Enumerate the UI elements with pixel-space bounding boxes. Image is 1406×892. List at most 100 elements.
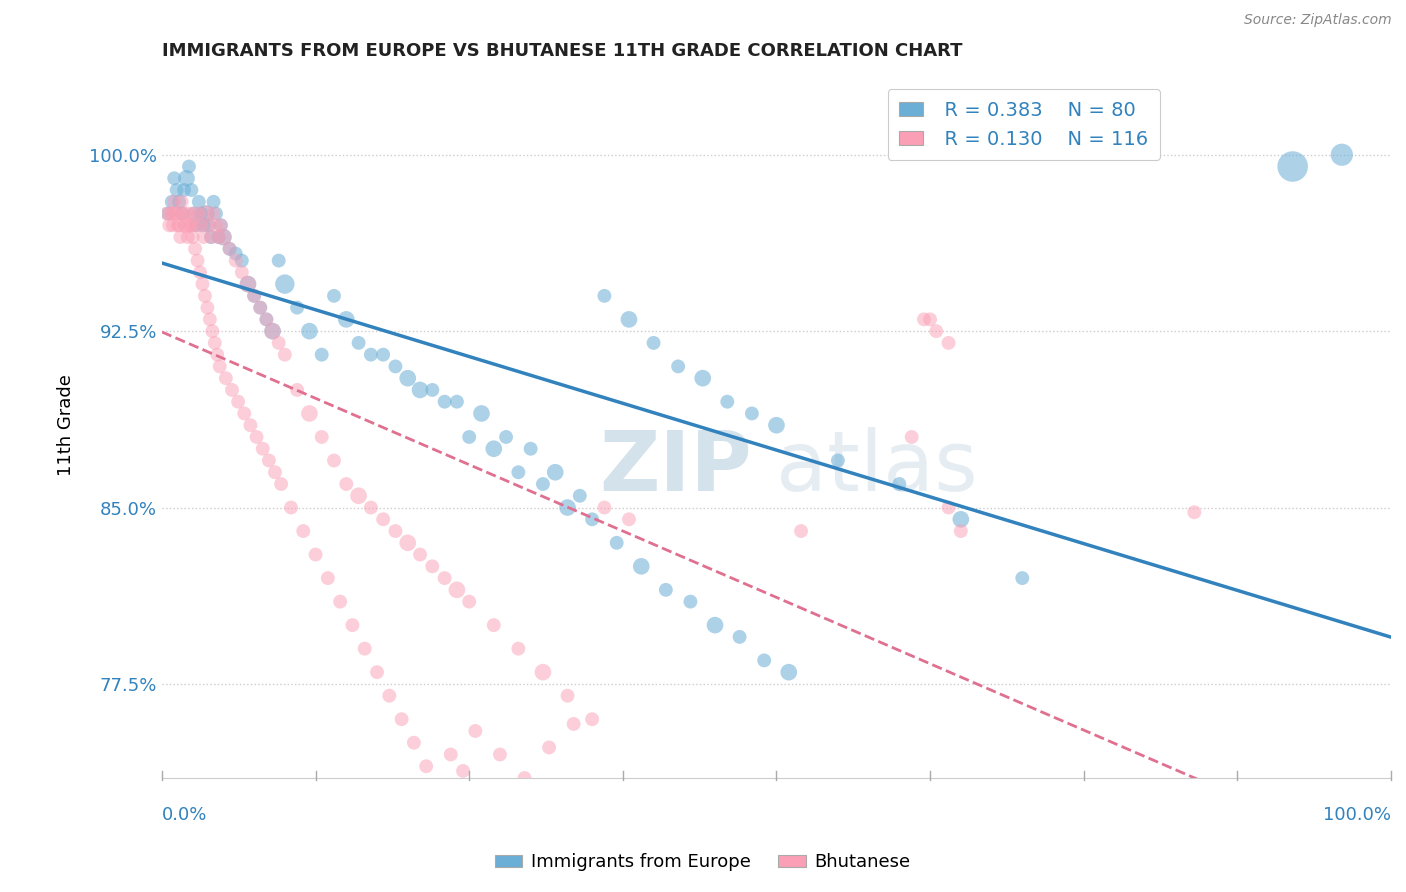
Point [519,442,541,456]
Point [292,524,315,538]
Point [181,230,204,244]
Point [225,253,247,268]
Point [513,771,536,785]
Point [202,206,225,220]
Point [360,348,382,362]
Point [209,219,232,233]
Point [568,489,591,503]
Point [581,512,603,526]
Point [495,430,517,444]
Point [274,277,297,291]
Point [360,500,382,515]
Point [938,335,960,350]
Point [170,194,193,209]
Point [630,559,652,574]
Point [233,407,256,421]
Point [451,764,474,778]
Point [221,383,243,397]
Point [538,740,561,755]
Point [617,512,640,526]
Point [925,324,948,338]
Point [165,206,187,220]
Text: ZIP: ZIP [599,427,752,508]
Point [409,548,432,562]
Point [183,206,205,220]
Point [160,206,183,220]
Point [557,689,579,703]
Point [191,277,214,291]
Point [335,312,357,326]
Point [415,759,437,773]
Point [177,160,200,174]
Point [593,500,616,515]
Point [212,230,235,244]
Point [249,301,271,315]
Point [366,665,388,680]
Point [347,489,370,503]
Point [166,206,188,220]
Point [254,312,277,326]
Point [298,407,321,421]
Point [163,194,186,209]
Point [384,359,406,374]
Point [187,206,209,220]
Point [544,465,567,479]
Point [704,618,727,632]
Point [167,219,190,233]
Point [264,465,287,479]
Point [200,230,222,244]
Point [209,219,232,233]
Point [679,594,702,608]
Point [270,477,292,491]
Point [311,348,333,362]
Point [728,630,751,644]
Point [243,289,266,303]
Point [440,747,463,762]
Point [391,712,413,726]
Point [215,371,238,385]
Point [195,206,218,220]
Point [912,312,935,326]
Legend: Immigrants from Europe, Bhutanese: Immigrants from Europe, Bhutanese [488,847,918,879]
Point [236,277,259,291]
Point [889,477,911,491]
Point [433,571,456,585]
Point [298,324,321,338]
Point [267,253,290,268]
Point [226,394,249,409]
Point [190,206,212,220]
Point [1330,147,1353,161]
Point [157,206,180,220]
Point [262,324,284,338]
Point [245,430,267,444]
Point [316,571,339,585]
Point [218,242,240,256]
Point [489,747,512,762]
Point [557,500,579,515]
Point [323,289,346,303]
Point [692,371,714,385]
Point [482,618,505,632]
Point [464,723,486,738]
Point [900,430,922,444]
Point [329,594,352,608]
Point [193,230,215,244]
Point [188,265,211,279]
Point [420,559,443,574]
Point [184,242,207,256]
Point [396,536,419,550]
Text: 0.0%: 0.0% [162,806,207,824]
Point [274,348,297,362]
Point [606,536,628,550]
Point [531,665,554,680]
Point [470,407,492,421]
Point [190,219,212,233]
Point [304,548,326,562]
Point [197,301,219,315]
Point [157,219,180,233]
Point [195,206,218,220]
Point [420,383,443,397]
Point [207,230,229,244]
Point [433,394,456,409]
Point [446,582,468,597]
